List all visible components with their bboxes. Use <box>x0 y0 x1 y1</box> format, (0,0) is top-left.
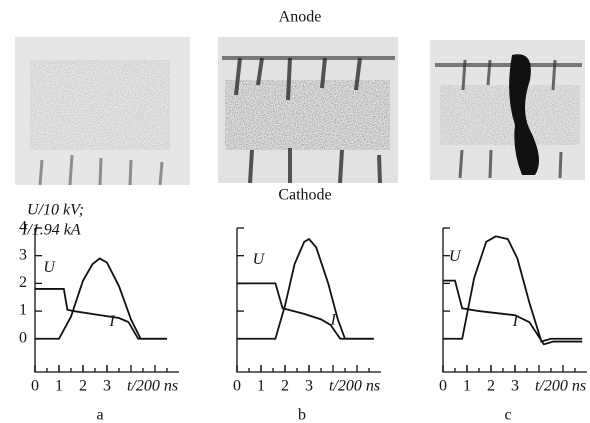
cathode-label: Cathode <box>278 187 331 204</box>
series-line <box>443 279 583 346</box>
x-axis-label: t/200 ns <box>329 378 380 395</box>
anode-label: Anode <box>279 9 322 26</box>
y-axis-label: U/10 kV; <box>27 202 84 219</box>
panel-label: b <box>298 407 306 423</box>
x-tick-label: 1 <box>55 378 63 395</box>
series-line <box>237 282 374 340</box>
x-tick-label: 3 <box>103 378 111 395</box>
series-name: U <box>449 248 462 265</box>
y-tick-label: 3 <box>19 246 27 263</box>
x-tick-label: 0 <box>31 378 39 395</box>
x-tick-label: 2 <box>281 378 289 395</box>
x-tick-label: 2 <box>79 378 87 395</box>
x-axis-label: t/200 ns <box>535 378 586 395</box>
y-tick-label: 2 <box>19 274 27 291</box>
x-tick-label: 0 <box>439 378 447 395</box>
y-tick-label: 4 <box>19 219 27 236</box>
panel-label: c <box>504 407 511 423</box>
series-line <box>35 257 167 340</box>
series-name: U <box>253 251 266 268</box>
x-tick-label: 3 <box>305 378 313 395</box>
series-line <box>237 237 374 340</box>
y-axis-label: I/1.94 kA <box>21 222 81 239</box>
x-tick-label: 1 <box>463 378 471 395</box>
photo-a <box>15 37 190 186</box>
x-axis-label: t/200 ns <box>127 378 178 395</box>
x-tick-label: 3 <box>511 378 519 395</box>
axes <box>34 228 179 373</box>
x-tick-label: 0 <box>233 378 241 395</box>
series-name: U <box>43 259 56 276</box>
photo-c <box>430 40 585 180</box>
y-tick-label: 0 <box>19 329 27 346</box>
series-line <box>443 235 583 343</box>
y-tick-label: 1 <box>19 302 27 319</box>
panel-label: a <box>96 407 103 423</box>
axes <box>442 228 587 373</box>
x-tick-label: 1 <box>257 378 265 395</box>
series-name: I <box>330 312 337 329</box>
series-line <box>35 288 167 340</box>
x-tick-label: 2 <box>487 378 495 395</box>
photo-b <box>218 37 398 184</box>
series-name: I <box>512 313 519 330</box>
series-name: I <box>108 313 115 330</box>
axes <box>236 228 381 373</box>
